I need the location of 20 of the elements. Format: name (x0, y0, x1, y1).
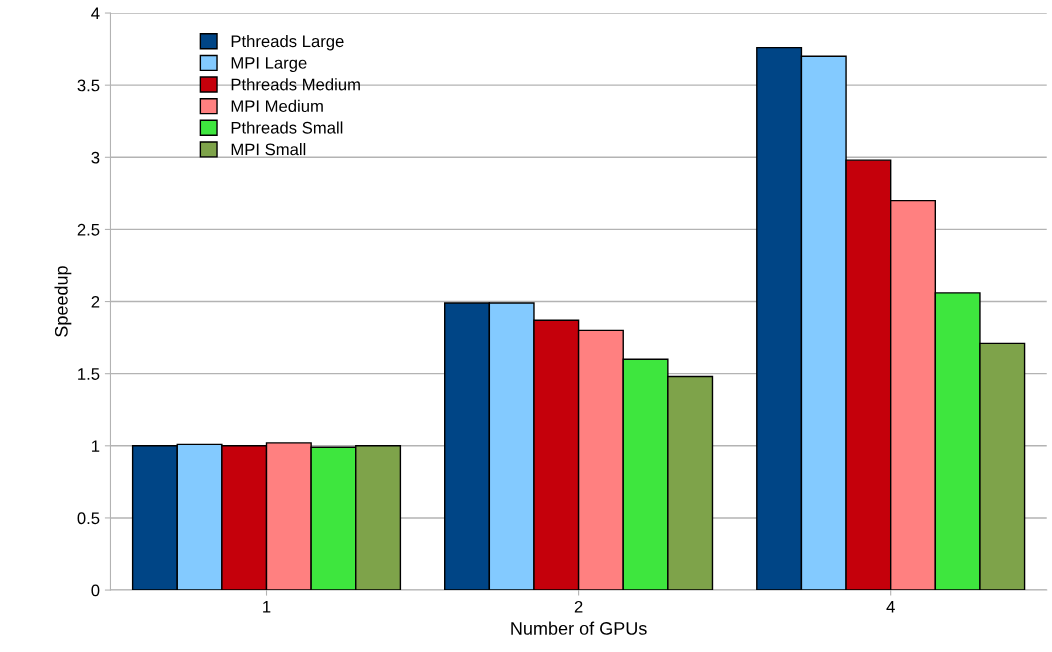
legend-label: Pthreads Small (231, 121, 343, 134)
x-axis-title: Number of GPUs (511, 621, 647, 635)
y-tick-label: 1 (92, 440, 100, 452)
legend-label: Pthreads Medium (231, 78, 360, 91)
legend-label: MPI Large (231, 57, 307, 73)
y-tick-label: 4 (91, 7, 100, 20)
legend-label: Pthreads Large (231, 34, 344, 51)
legend-label: MPI Medium (231, 99, 323, 113)
y-axis-title: Speedup (54, 266, 72, 337)
x-tick-label: 2 (574, 600, 583, 613)
y-tick-label: 0.5 (77, 512, 100, 525)
x-tick-label: 1 (263, 601, 271, 613)
y-tick-label: 2.5 (77, 223, 100, 236)
y-tick-label: 2 (91, 295, 100, 308)
y-tick-label: 3.5 (77, 79, 100, 92)
x-tick-label: 4 (886, 601, 895, 613)
legend-label: MPI Small (231, 143, 306, 156)
y-tick-label: 3 (91, 151, 100, 164)
y-tick-label: 1.5 (78, 368, 100, 380)
y-tick-label: 0 (91, 584, 100, 597)
